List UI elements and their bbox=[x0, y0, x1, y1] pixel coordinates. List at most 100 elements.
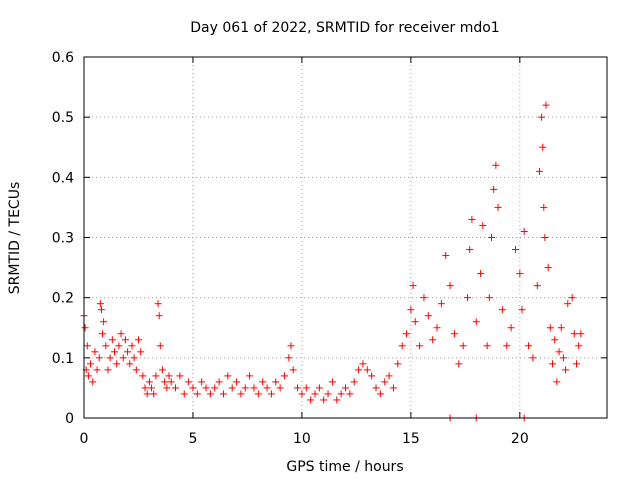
data-point-0-98 bbox=[394, 360, 402, 368]
data-point-0-108 bbox=[433, 324, 441, 332]
data-point-0-114 bbox=[459, 342, 467, 350]
data-point-0-13 bbox=[100, 318, 108, 326]
data-point-0-21 bbox=[117, 330, 125, 338]
data-point-0-59 bbox=[228, 384, 236, 392]
data-point-0-116 bbox=[466, 246, 474, 254]
data-point-0-16 bbox=[106, 354, 114, 362]
data-point-0-5 bbox=[87, 360, 95, 368]
data-point-0-63 bbox=[246, 372, 254, 380]
data-point-0-148 bbox=[555, 348, 563, 356]
data-point-0-104 bbox=[416, 342, 424, 350]
data-point-0-134 bbox=[525, 342, 533, 350]
data-point-0-36 bbox=[150, 390, 158, 398]
data-point-0-89 bbox=[355, 366, 363, 374]
data-point-0-87 bbox=[346, 390, 354, 398]
data-point-0-123 bbox=[488, 234, 496, 241]
y-tick-label-2: 0.2 bbox=[52, 291, 74, 307]
data-point-0-102 bbox=[409, 282, 417, 290]
data-point-0-35 bbox=[148, 384, 156, 392]
y-tick-label-6: 0.6 bbox=[52, 50, 74, 66]
data-point-0-27 bbox=[130, 354, 138, 362]
chart-title: Day 061 of 2022, SRMTID for receiver mdo… bbox=[190, 20, 499, 36]
data-point-0-74 bbox=[289, 366, 297, 374]
data-point-0-78 bbox=[307, 396, 315, 404]
data-point-0-31 bbox=[139, 372, 147, 380]
data-point-0-119 bbox=[477, 270, 485, 278]
data-point-0-130 bbox=[511, 246, 519, 254]
data-point-0-73 bbox=[287, 342, 295, 350]
data-point-0-46 bbox=[172, 384, 180, 392]
data-point-0-65 bbox=[254, 390, 262, 398]
data-point-0-95 bbox=[381, 378, 389, 386]
data-point-0-43 bbox=[163, 384, 171, 392]
data-point-0-105 bbox=[420, 294, 428, 302]
data-point-0-22 bbox=[119, 354, 127, 362]
data-point-0-80 bbox=[315, 384, 323, 392]
data-point-0-64 bbox=[250, 384, 258, 392]
data-point-0-100 bbox=[403, 330, 411, 338]
data-point-0-15 bbox=[104, 366, 112, 374]
data-point-0-133 bbox=[520, 227, 528, 235]
x-axis-label: GPS time / hours bbox=[286, 459, 403, 475]
y-axis-label: SRMTID / TECUs bbox=[7, 182, 23, 295]
data-point-0-131 bbox=[516, 270, 524, 278]
data-point-0-42 bbox=[161, 378, 169, 386]
data-point-0-152 bbox=[564, 300, 572, 308]
data-point-0-142 bbox=[542, 101, 550, 109]
data-point-0-86 bbox=[342, 384, 349, 392]
data-point-0-14 bbox=[102, 342, 110, 350]
data-point-0-41 bbox=[158, 366, 166, 374]
data-point-0-29 bbox=[134, 336, 142, 344]
data-point-0-55 bbox=[211, 384, 219, 392]
data-point-0-147 bbox=[553, 378, 561, 386]
y-tick-label-0: 0 bbox=[65, 411, 74, 427]
data-point-0-52 bbox=[198, 378, 206, 386]
data-point-0-44 bbox=[165, 372, 173, 380]
axis-ticks: 0 0.1 0.2 0.3 0.4 0.5 0.6 0 5 10 15 20 bbox=[52, 50, 607, 447]
data-point-0-88 bbox=[350, 378, 358, 386]
data-point-0-96 bbox=[385, 372, 393, 380]
data-point-0-66 bbox=[259, 378, 267, 386]
data-point-0-62 bbox=[241, 384, 249, 392]
data-point-0-118 bbox=[472, 318, 480, 326]
data-point-0-18 bbox=[111, 348, 119, 356]
data-point-0-91 bbox=[363, 366, 371, 374]
data-point-0-157 bbox=[577, 330, 585, 338]
data-point-0-10 bbox=[96, 300, 104, 308]
data-point-0-94 bbox=[376, 390, 384, 398]
data-point-0-69 bbox=[272, 378, 280, 386]
data-point-0-3 bbox=[83, 342, 91, 350]
data-point-0-137 bbox=[535, 167, 543, 175]
data-point-0-47 bbox=[176, 372, 184, 380]
data-point-0-8 bbox=[93, 366, 101, 374]
data-point-0-1 bbox=[81, 324, 89, 332]
data-point-0-51 bbox=[193, 390, 201, 398]
data-point-0-77 bbox=[302, 384, 310, 392]
data-point-0-19 bbox=[113, 360, 121, 368]
data-point-0-103 bbox=[411, 318, 419, 326]
data-point-0-149 bbox=[557, 324, 565, 332]
data-point-0-30 bbox=[137, 348, 145, 356]
data-point-0-109 bbox=[437, 300, 445, 308]
data-point-0-99 bbox=[398, 342, 406, 350]
data-point-0-82 bbox=[324, 390, 332, 398]
data-point-0-124 bbox=[490, 185, 498, 193]
data-point-0-135 bbox=[529, 354, 537, 362]
data-point-0-132 bbox=[518, 306, 526, 314]
data-point-0-23 bbox=[121, 336, 129, 344]
data-point-0-145 bbox=[549, 360, 557, 368]
data-point-0-144 bbox=[546, 324, 554, 332]
data-point-0-70 bbox=[276, 384, 284, 392]
data-point-0-54 bbox=[206, 390, 214, 398]
data-point-0-128 bbox=[503, 342, 511, 350]
data-point-0-129 bbox=[507, 324, 515, 332]
y-tick-label-1: 0.1 bbox=[52, 351, 74, 367]
x-tick-label-1: 5 bbox=[188, 431, 197, 447]
data-point-0-9 bbox=[95, 354, 103, 362]
data-point-0-143 bbox=[544, 264, 552, 272]
data-point-0-146 bbox=[551, 336, 559, 344]
data-point-0-121 bbox=[483, 342, 491, 350]
data-point-0-57 bbox=[219, 390, 227, 398]
data-point-0-81 bbox=[320, 396, 328, 404]
data-point-0-111 bbox=[446, 282, 454, 290]
